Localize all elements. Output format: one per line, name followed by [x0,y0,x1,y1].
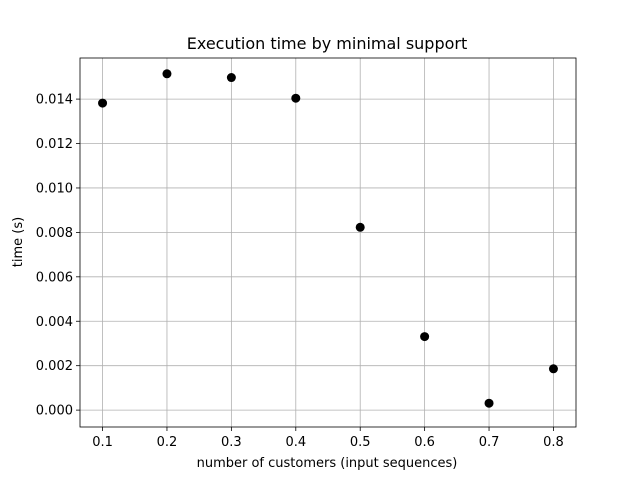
y-tick-label-0: 0.000 [36,404,73,419]
data-point-6 [484,398,494,408]
data-point-2 [226,73,236,83]
y-tick-label-6: 0.012 [36,137,73,152]
data-point-7 [548,364,558,374]
axes [79,57,577,428]
y-tick-label-1: 0.002 [36,359,73,374]
x-axis-ticks: 0.1 0.2 0.3 0.4 0.5 0.6 0.7 0.8 [92,427,564,450]
grid-lines [80,58,576,427]
x-tick-label-4: 0.5 [350,435,371,450]
x-tick-label-1: 0.2 [157,435,178,450]
x-tick-label-7: 0.8 [543,435,564,450]
y-axis-ticks: 0.000 0.002 0.004 0.006 0.008 0.010 0.012 0.014 [36,93,80,419]
x-axis-label: number of customers (input sequences) [197,456,458,471]
x-tick-label-6: 0.7 [479,435,500,450]
y-tick-label-2: 0.004 [36,315,73,330]
y-axis-label: time (s) [11,217,26,267]
x-tick-label-2: 0.3 [221,435,242,450]
y-tick-label-3: 0.006 [36,270,73,285]
x-tick-label-5: 0.6 [414,435,435,450]
y-tick-label-4: 0.008 [36,226,73,241]
x-tick-label-3: 0.4 [285,435,306,450]
data-point-4 [355,222,365,232]
data-points [98,69,558,408]
data-point-5 [420,332,430,342]
y-tick-label-5: 0.010 [36,181,73,196]
y-tick-label-7: 0.014 [36,93,73,108]
chart-title: Execution time by minimal support [187,34,468,53]
data-point-1 [162,69,172,79]
plot-frame [79,57,577,428]
x-tick-label-0: 0.1 [92,435,113,450]
data-point-3 [291,93,301,103]
data-point-0 [98,98,108,108]
